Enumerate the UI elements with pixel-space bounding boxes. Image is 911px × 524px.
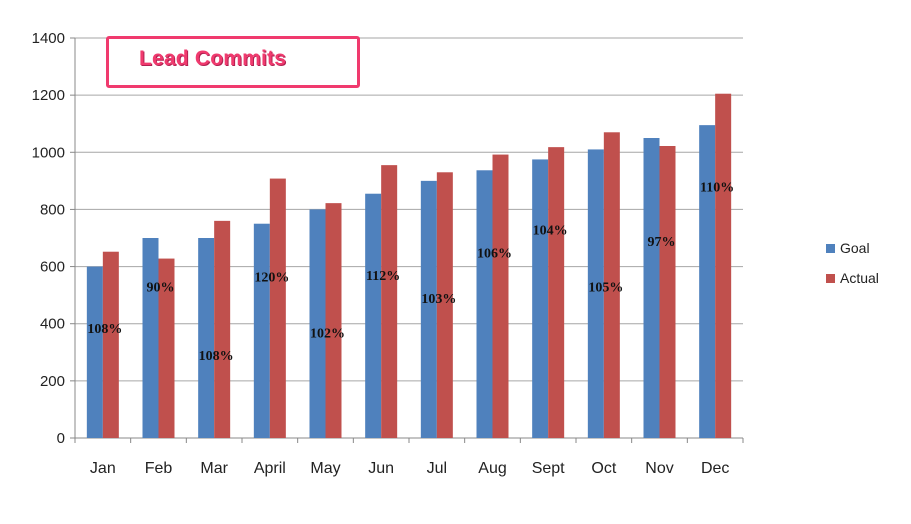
data-label: 103% xyxy=(421,292,456,307)
legend-label-goal: Goal xyxy=(840,240,870,256)
data-label: 104% xyxy=(533,223,568,238)
bar-goal xyxy=(142,238,159,438)
bar-goal xyxy=(309,209,326,438)
bar-goal xyxy=(365,193,382,438)
data-label: 90% xyxy=(147,281,175,296)
data-label: 105% xyxy=(588,281,623,296)
bar-actual xyxy=(436,172,453,439)
bar-goal xyxy=(420,180,437,438)
bar-goal xyxy=(643,138,660,438)
data-label: 112% xyxy=(366,269,400,284)
data-label: 110% xyxy=(700,181,734,196)
x-tick-label: Aug xyxy=(478,460,506,477)
bars xyxy=(86,93,732,439)
y-tick-label: 1400 xyxy=(32,30,65,47)
x-tick-label: April xyxy=(254,460,286,477)
y-tick-label: 1200 xyxy=(32,87,65,104)
y-tick-label: 200 xyxy=(40,373,65,390)
bar-goal xyxy=(476,170,493,439)
y-tick-label: 1000 xyxy=(32,144,65,161)
data-label: 102% xyxy=(310,326,345,341)
y-tick-label: 800 xyxy=(40,201,65,218)
bar-goal xyxy=(253,223,270,438)
legend: Goal Actual xyxy=(826,240,879,286)
x-tick-label: Dec xyxy=(701,460,729,477)
data-label: 108% xyxy=(199,349,234,364)
x-tick-label: Sept xyxy=(532,460,565,477)
bar-actual xyxy=(548,147,565,438)
legend-swatch-actual xyxy=(826,274,835,283)
bar-goal xyxy=(198,238,215,438)
chart-title: Lead Commits xyxy=(139,47,287,70)
data-label: 97% xyxy=(648,235,676,250)
bar-actual xyxy=(381,165,398,438)
data-label: 108% xyxy=(87,322,122,337)
bar-actual xyxy=(325,203,342,438)
bar-goal xyxy=(587,149,604,438)
bar-goal xyxy=(699,125,716,439)
x-tick-label: Feb xyxy=(145,460,173,477)
bar-actual xyxy=(214,220,231,438)
bar-actual xyxy=(715,93,732,438)
x-tick-label: May xyxy=(310,460,340,477)
bar-actual xyxy=(102,251,119,438)
bar-actual xyxy=(659,146,676,438)
x-tick-label: Nov xyxy=(645,460,673,477)
x-tick-label: Jun xyxy=(368,460,394,477)
x-axis-ticks: Jan Feb Mar April May Jun Jul Aug Sept Oct Nov Dec xyxy=(90,460,729,477)
data-labels: 108% 90% 108% 120% 102% 112% 103% 106% 104% 105% 9… xyxy=(87,181,734,365)
bar-actual xyxy=(603,132,620,439)
legend-swatch-goal xyxy=(826,244,835,253)
data-label: 106% xyxy=(477,246,512,261)
data-label: 120% xyxy=(254,271,289,286)
bar-actual xyxy=(492,154,509,439)
y-tick-label: 600 xyxy=(40,259,65,276)
x-tick-label: Jan xyxy=(90,460,116,477)
y-tick-label: 400 xyxy=(40,316,65,333)
bar-goal xyxy=(532,159,549,438)
legend-label-actual: Actual xyxy=(840,270,879,286)
y-tick-label: 0 xyxy=(57,430,65,447)
chart-title-box: Lead Commits xyxy=(106,36,360,88)
gridlines xyxy=(70,37,744,443)
x-tick-label: Jul xyxy=(427,460,447,477)
y-axis-ticks: 0 200 400 600 800 1000 1200 1400 xyxy=(32,30,65,447)
bar-actual xyxy=(269,178,286,439)
bar-goal xyxy=(86,266,103,438)
x-tick-label: Mar xyxy=(200,460,228,477)
x-tick-label: Oct xyxy=(591,460,616,477)
bar-actual xyxy=(158,258,175,438)
